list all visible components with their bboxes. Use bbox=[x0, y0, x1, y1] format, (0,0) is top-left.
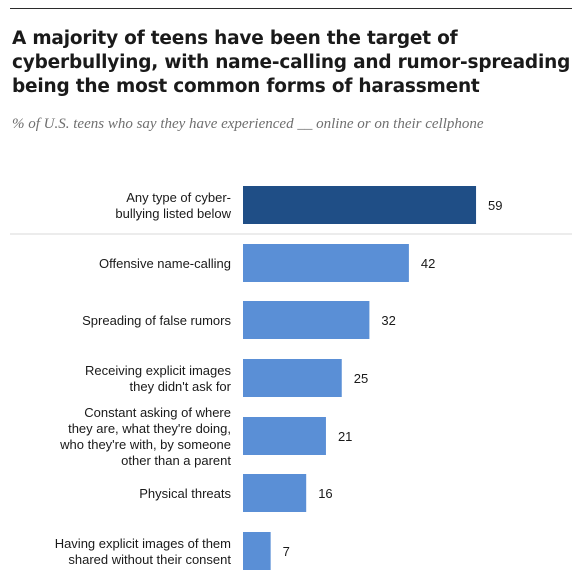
category-label-line: Any type of cyber- bbox=[126, 190, 231, 205]
value-label-0: 59 bbox=[488, 198, 502, 213]
chart-subtitle: % of U.S. teens who say they have experi… bbox=[12, 116, 484, 132]
chart-title: A majority of teens have been the target… bbox=[12, 28, 571, 97]
bar-6 bbox=[243, 532, 271, 570]
category-label-line: Physical threats bbox=[139, 486, 231, 501]
category-label-line: bullying listed below bbox=[115, 206, 231, 221]
category-label-6: Having explicit images of them shared wit… bbox=[55, 536, 232, 567]
category-label-line: Having explicit images of them bbox=[55, 536, 231, 551]
bar-1 bbox=[243, 244, 409, 282]
category-label-line: Offensive name-calling bbox=[99, 256, 231, 271]
value-label-1: 42 bbox=[421, 256, 435, 271]
category-label-line: Receiving explicit images bbox=[85, 363, 231, 378]
category-label-1: Offensive name-calling bbox=[99, 256, 231, 271]
category-label-line: who they're with, by someone bbox=[59, 437, 231, 452]
bar-4 bbox=[243, 417, 326, 455]
category-label-line: other than a parent bbox=[121, 453, 231, 468]
value-label-6: 7 bbox=[283, 544, 290, 559]
category-label-line: Spreading of false rumors bbox=[82, 313, 231, 328]
top-rule bbox=[10, 8, 572, 9]
category-label-2: Spreading of false rumors bbox=[82, 313, 231, 328]
category-label-0: Any type of cyber-bullying listed below bbox=[115, 190, 231, 221]
bar-5 bbox=[243, 474, 307, 512]
bar-2 bbox=[243, 301, 370, 339]
value-label-3: 25 bbox=[354, 371, 368, 386]
category-label-3: Receiving explicit images they didn't ask… bbox=[85, 363, 232, 394]
value-label-5: 16 bbox=[318, 486, 332, 501]
bar-0 bbox=[243, 186, 477, 224]
category-label-line: they are, what they're doing, bbox=[68, 421, 231, 436]
category-label-line: Constant asking of where bbox=[84, 405, 231, 420]
category-label-5: Physical threats bbox=[139, 486, 231, 501]
bar-3 bbox=[243, 359, 342, 397]
value-label-2: 32 bbox=[381, 313, 395, 328]
category-label-line: shared without their consent bbox=[68, 552, 231, 567]
value-label-4: 21 bbox=[338, 429, 352, 444]
category-label-line: they didn't ask for bbox=[130, 379, 232, 394]
category-label-4: Constant asking of where they are, what t… bbox=[59, 405, 231, 468]
